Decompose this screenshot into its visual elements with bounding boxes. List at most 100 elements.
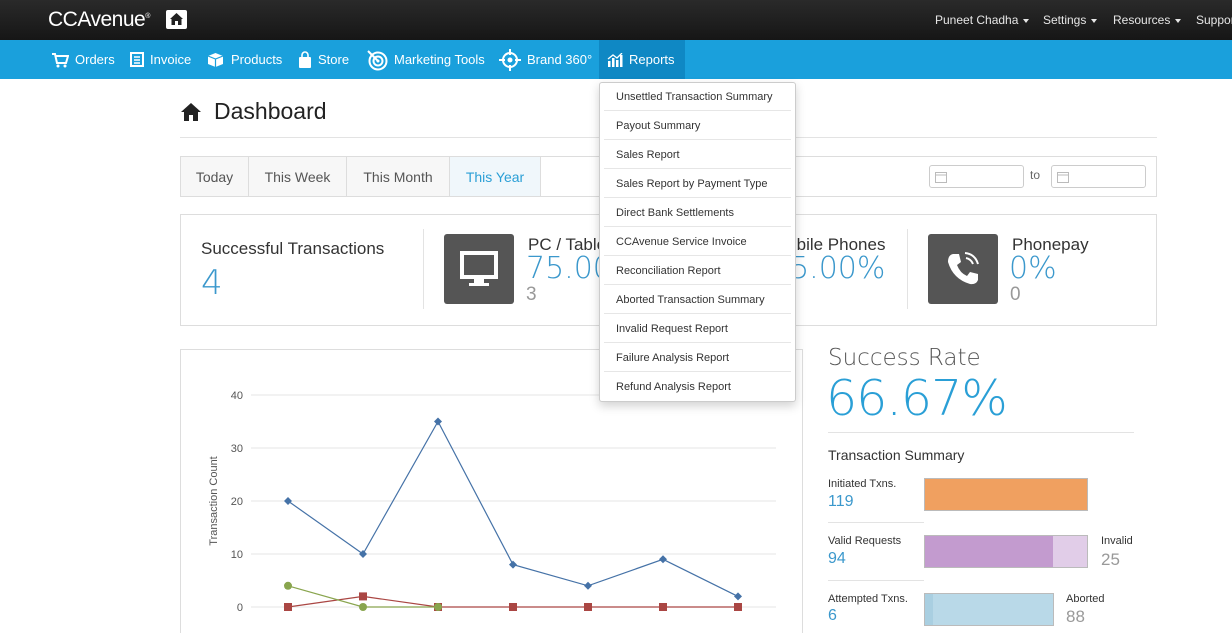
chart-point xyxy=(509,603,517,611)
summary-divider xyxy=(828,580,924,581)
menu-products-label: Products xyxy=(231,52,283,67)
page-title: Dashboard xyxy=(180,98,327,125)
transaction-count-chart: 40 30 20 10 0 Transaction Count xyxy=(208,390,776,614)
tab-this-week[interactable]: This Week xyxy=(249,157,347,196)
shopping-bag-icon xyxy=(299,50,311,68)
cart-icon xyxy=(52,52,69,67)
menu-orders[interactable]: Orders xyxy=(51,40,115,79)
phonepay-label: Phonepay xyxy=(1012,235,1089,254)
summary-divider xyxy=(828,522,924,523)
chart-point xyxy=(734,592,742,601)
reports-menu-item[interactable]: CCAvenue Service Invoice xyxy=(604,228,791,256)
reports-menu-item[interactable]: Payout Summary xyxy=(604,112,791,140)
target-icon xyxy=(367,49,388,70)
reports-dropdown-menu: Unsettled Transaction Summary Payout Sum… xyxy=(599,82,796,402)
support-menu[interactable]: Support xyxy=(1196,13,1232,27)
menu-store-label: Store xyxy=(318,52,350,67)
phonepay-count: 0 xyxy=(1010,284,1021,305)
top-navbar: CCAvenue® Puneet Chadha Settings Resourc… xyxy=(0,0,1232,40)
attempted-txns-value: 6 xyxy=(828,607,837,624)
monitor-icon xyxy=(444,234,514,304)
pc-tablet-count: 3 xyxy=(526,284,537,305)
chart-point xyxy=(509,560,517,569)
chart-point xyxy=(434,417,442,426)
user-menu[interactable]: Puneet Chadha xyxy=(935,13,1030,27)
chevron-down-icon xyxy=(1175,18,1182,23)
reports-menu-item[interactable]: Sales Report xyxy=(604,141,791,169)
mobile-phones-label: Mobile Phones xyxy=(773,235,886,254)
date-from-input[interactable] xyxy=(929,165,1024,188)
reports-menu-item[interactable]: Failure Analysis Report xyxy=(604,344,791,372)
calendar-icon xyxy=(935,172,947,183)
invalid-label: Invalid xyxy=(1101,535,1133,547)
menu-marketing-tools[interactable]: Marketing Tools xyxy=(366,40,485,79)
chevron-down-icon xyxy=(1091,18,1098,23)
page-title-text: Dashboard xyxy=(214,98,327,124)
reports-menu-item[interactable]: Direct Bank Settlements xyxy=(604,199,791,227)
invalid-value: 25 xyxy=(1101,550,1120,569)
valid-requests-bar xyxy=(924,535,1088,568)
chevron-down-icon xyxy=(1023,18,1030,23)
reports-menu-item[interactable]: Sales Report by Payment Type xyxy=(604,170,791,198)
chart-y-axis-label: Transaction Count xyxy=(208,456,220,545)
reports-menu-item[interactable]: Invalid Request Report xyxy=(604,315,791,343)
success-divider xyxy=(828,432,1134,433)
chart-point xyxy=(359,550,367,558)
chart-point xyxy=(284,581,292,590)
successful-transactions-label: Successful Transactions xyxy=(201,239,385,258)
chart-y-tick-label: 10 xyxy=(231,549,243,561)
menu-reports-label: Reports xyxy=(629,52,675,67)
chart-point xyxy=(659,555,667,564)
menu-reports[interactable]: Reports xyxy=(599,40,685,79)
menu-orders-label: Orders xyxy=(75,52,115,67)
resources-menu[interactable]: Resources xyxy=(1113,13,1182,27)
chart-point xyxy=(359,592,367,601)
phone-icon xyxy=(928,234,998,304)
chart-point xyxy=(734,603,742,611)
aborted-label: Aborted xyxy=(1066,593,1105,605)
chart-point xyxy=(434,603,442,611)
aborted-value: 88 xyxy=(1066,607,1085,626)
date-to-input[interactable] xyxy=(1051,165,1146,188)
valid-requests-value: 94 xyxy=(828,550,846,567)
settings-menu[interactable]: Settings xyxy=(1043,13,1098,27)
tab-today[interactable]: Today xyxy=(181,157,249,196)
ccavenue-logo[interactable]: CCAvenue® xyxy=(48,8,150,31)
stat-divider xyxy=(907,229,908,309)
phonepay-percent: 0% xyxy=(1009,251,1057,286)
success-rate-label: Success Rate xyxy=(828,345,981,371)
initiated-txns-label: Initiated Txns. xyxy=(828,478,897,490)
bar-chart-icon xyxy=(607,52,623,67)
success-rate-value: 66.67% xyxy=(826,370,1008,427)
main-menu-bar: Orders Invoice Products Store Marketing … xyxy=(0,40,1232,79)
attempted-bar-fill xyxy=(925,594,933,625)
pc-tablet-label: PC / Tablet xyxy=(528,235,611,254)
chart-point xyxy=(584,603,592,611)
menu-products[interactable]: Products xyxy=(206,40,282,79)
box-icon xyxy=(207,52,224,67)
reports-menu-item[interactable]: Refund Analysis Report xyxy=(616,381,731,393)
invoice-icon xyxy=(130,52,144,67)
reports-menu-item[interactable]: Aborted Transaction Summary xyxy=(604,286,791,314)
menu-brand-360[interactable]: Brand 360° xyxy=(499,40,592,79)
menu-store[interactable]: Store xyxy=(298,40,349,79)
reports-menu-item[interactable]: Reconciliation Report xyxy=(604,257,791,285)
stat-divider xyxy=(423,229,424,309)
transaction-summary-title: Transaction Summary xyxy=(828,447,965,463)
menu-invoice[interactable]: Invoice xyxy=(130,40,191,79)
chart-point xyxy=(359,603,367,611)
chart-point xyxy=(284,603,292,611)
calendar-icon xyxy=(1057,172,1069,183)
attempted-txns-bar xyxy=(924,593,1054,626)
valid-bar-fill xyxy=(925,536,1053,567)
chart-point xyxy=(584,581,592,590)
reports-menu-item[interactable]: Unsettled Transaction Summary xyxy=(604,83,791,111)
valid-requests-label: Valid Requests xyxy=(828,535,902,547)
tab-this-month[interactable]: This Month xyxy=(347,157,450,196)
attempted-txns-label: Attempted Txns. xyxy=(828,593,908,605)
tab-this-year[interactable]: This Year xyxy=(450,157,541,196)
chart-point xyxy=(284,497,292,505)
chart-y-tick-label: 30 xyxy=(231,443,243,455)
chart-y-tick-label: 40 xyxy=(231,390,243,402)
home-icon[interactable] xyxy=(166,10,187,29)
